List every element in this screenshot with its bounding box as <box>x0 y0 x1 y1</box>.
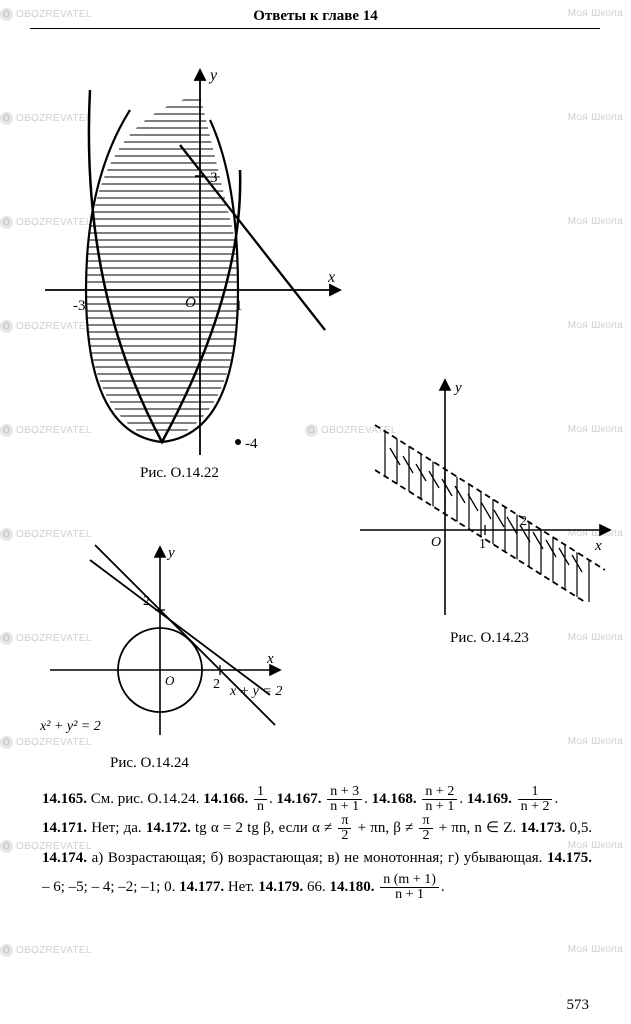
svg-text:y: y <box>453 380 462 396</box>
svg-text:2: 2 <box>213 677 220 692</box>
page-number: 573 <box>567 997 590 1014</box>
svg-text:O: O <box>165 673 175 688</box>
svg-text:y: y <box>208 67 218 84</box>
figure-o-14-22: y x O -3 1 3 -4 <box>40 60 345 460</box>
figure-o-14-23: y x O 1 2 <box>355 370 615 620</box>
svg-text:1: 1 <box>479 537 486 552</box>
header-rule <box>30 28 600 29</box>
svg-text:-4: -4 <box>245 436 258 452</box>
svg-text:3: 3 <box>210 170 218 186</box>
page-title: Ответы к главе 14 <box>0 8 631 25</box>
fig-24-caption: Рис. О.14.24 <box>110 755 189 772</box>
fig-22-caption: Рис. О.14.22 <box>140 465 219 482</box>
svg-text:y: y <box>166 545 175 561</box>
svg-text:1: 1 <box>235 298 243 314</box>
svg-text:x: x <box>266 651 274 667</box>
svg-text:O: O <box>431 535 441 550</box>
svg-text:-3: -3 <box>73 298 86 314</box>
svg-text:2: 2 <box>520 514 527 529</box>
svg-text:x: x <box>327 269 335 286</box>
svg-text:O: O <box>185 295 196 311</box>
svg-text:x: x <box>594 538 602 554</box>
svg-text:x + y = 2: x + y = 2 <box>229 684 282 699</box>
figure-o-14-24: y x O 2 2 x² + y² = 2 x + y = 2 <box>35 535 290 745</box>
fig-23-caption: Рис. О.14.23 <box>450 630 529 647</box>
answers-block: 14.165. См. рис. О.14.24. 14.166. 1n. 14… <box>42 785 592 902</box>
svg-text:2: 2 <box>143 594 150 609</box>
svg-text:x² + y² = 2: x² + y² = 2 <box>39 719 101 734</box>
